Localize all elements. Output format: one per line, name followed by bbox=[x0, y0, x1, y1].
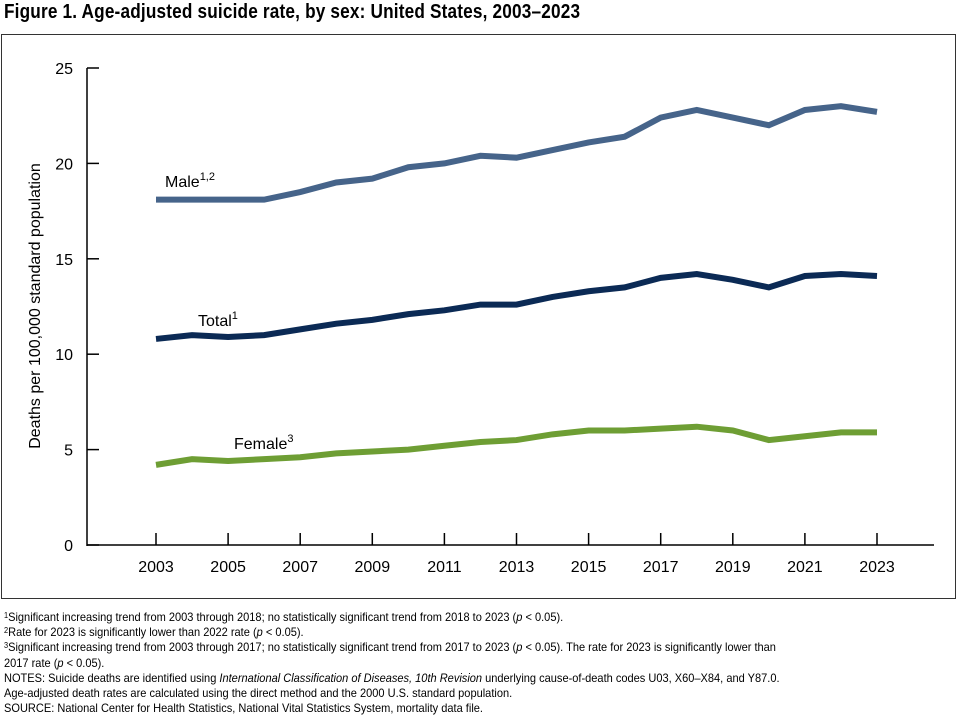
x-tick-label: 2003 bbox=[138, 559, 174, 576]
x-tick-label: 2015 bbox=[571, 559, 607, 576]
x-tick-label: 2005 bbox=[210, 559, 246, 576]
chart-frame bbox=[1, 34, 956, 599]
x-tick-label: 2019 bbox=[715, 559, 751, 576]
y-tick-label: 10 bbox=[55, 347, 73, 364]
y-tick-label: 5 bbox=[64, 443, 73, 460]
source-line: SOURCE: National Center for Health Stati… bbox=[4, 701, 483, 716]
x-tick-label: 2007 bbox=[282, 559, 318, 576]
series-line-female bbox=[155, 423, 877, 468]
series-label-male: Male1,2 bbox=[165, 171, 215, 191]
y-tick-label: 0 bbox=[64, 538, 73, 555]
series-label-total: Total1 bbox=[198, 310, 238, 330]
y-tick-label: 15 bbox=[55, 252, 73, 269]
footnotes: 1Significant increasing trend from 2003 … bbox=[4, 610, 952, 716]
x-tick-label: 2023 bbox=[859, 559, 895, 576]
x-tick-label: 2009 bbox=[355, 559, 391, 576]
x-tick-label: 2021 bbox=[787, 559, 823, 576]
series-line-male bbox=[156, 103, 878, 203]
footnote-1: 1Significant increasing trend from 2003 … bbox=[4, 610, 564, 624]
notes-line-1: NOTES: Suicide deaths are identified usi… bbox=[4, 670, 780, 685]
line-chart: 0 5 10 15 20 25 2003 2005 2007 2009 2011 2013 2015 20… bbox=[27, 61, 934, 576]
figure-title: Figure 1. Age-adjusted suicide rate, by … bbox=[4, 1, 581, 23]
y-tick-label: 25 bbox=[55, 61, 73, 78]
footnote-2: 2Rate for 2023 is significantly lower th… bbox=[4, 625, 304, 640]
x-tick-label: 2011 bbox=[427, 559, 462, 576]
footnote-3: 3Significant increasing trend from 2003 … bbox=[4, 640, 776, 655]
series-label-female: Female3 bbox=[234, 433, 293, 453]
y-tick-label: 20 bbox=[55, 156, 73, 173]
series-line-total bbox=[155, 271, 878, 342]
footnote-3-cont: 2017 rate (p < 0.05). bbox=[4, 655, 105, 670]
x-tick-label: 2013 bbox=[499, 559, 535, 576]
x-tick-label: 2017 bbox=[643, 559, 679, 576]
y-axis-label: Deaths per 100,000 standard population bbox=[27, 163, 44, 449]
notes-line-2: Age-adjusted death rates are calculated … bbox=[4, 686, 513, 701]
